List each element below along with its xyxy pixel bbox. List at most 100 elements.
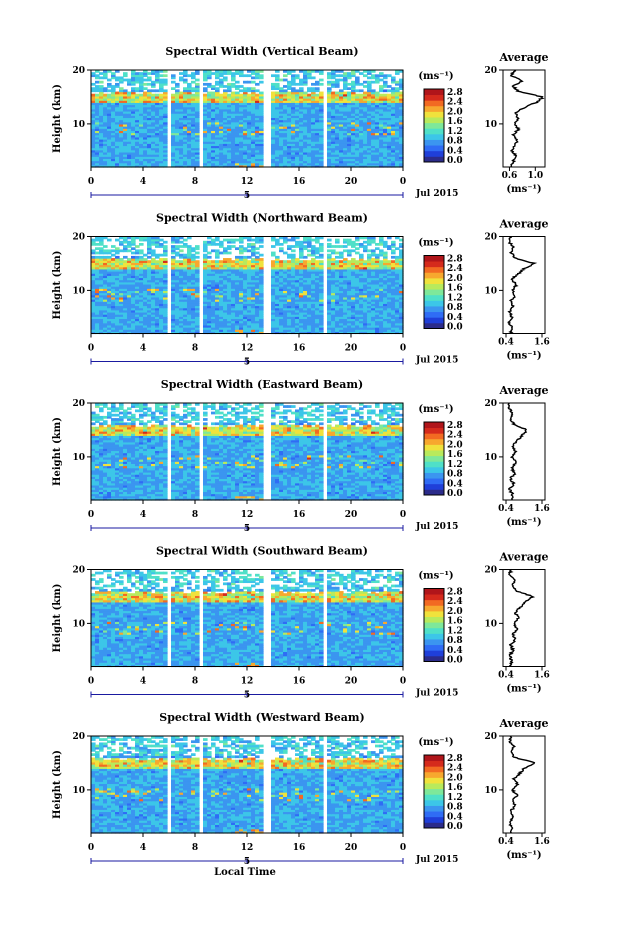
- heatmap-cell: [275, 128, 280, 131]
- heatmap-cell: [207, 138, 212, 142]
- heatmap-cell: [287, 149, 292, 153]
- heatmap-cell: [99, 138, 104, 142]
- heatmap-cell: [291, 162, 296, 166]
- colorbar-tick-label: 2.4: [447, 98, 463, 108]
- heatmap-cell: [159, 74, 164, 78]
- heatmap-cell: [331, 145, 336, 149]
- heatmap-cell: [347, 72, 352, 75]
- heatmap-cell: [227, 151, 232, 155]
- heatmap-cell: [183, 138, 188, 142]
- heatmap-cell: [275, 91, 280, 95]
- heatmap-cell: [331, 128, 336, 131]
- heatmap-cell: [99, 158, 104, 162]
- heatmap-cell: [375, 141, 380, 144]
- heatmap-cell: [239, 149, 244, 153]
- heatmap-cell: [351, 151, 356, 155]
- heatmap-cell: [203, 149, 208, 153]
- heatmap-cell: [351, 138, 356, 142]
- heatmap-cell: [147, 145, 152, 149]
- colorbar-swatch: [424, 94, 444, 101]
- heatmap-cell: [227, 156, 232, 159]
- heatmap-cell: [187, 141, 192, 144]
- heatmap-cell: [231, 143, 236, 147]
- heatmap-cell: [243, 145, 248, 149]
- heatmap-cell: [371, 151, 376, 155]
- heatmap-cell: [271, 160, 276, 164]
- heatmap-cell: [303, 130, 308, 134]
- heatmap-cell: [291, 164, 296, 168]
- heatmap-cell: [163, 128, 168, 131]
- heatmap-cell: [207, 156, 212, 159]
- heatmap-cell: [363, 160, 368, 164]
- heatmap-cell: [379, 93, 384, 97]
- heatmap-cell: [215, 149, 220, 153]
- heatmap-cell: [91, 147, 96, 151]
- heatmap-cell: [223, 138, 228, 142]
- heatmap-cell: [151, 160, 156, 164]
- heatmap-cell: [127, 149, 132, 153]
- heatmap-cell: [147, 134, 152, 138]
- heatmap-cell: [351, 130, 356, 134]
- heatmap-cell: [387, 130, 392, 134]
- heatmap-cell: [195, 147, 200, 151]
- heatmap-cell: [143, 141, 148, 144]
- heatmap-cell: [211, 134, 216, 138]
- heatmap-cell: [99, 85, 104, 88]
- heatmap-cell: [359, 149, 364, 153]
- heatmap-cell: [219, 164, 224, 168]
- heatmap-cell: [203, 134, 208, 138]
- heatmap-cell: [171, 128, 176, 131]
- heatmap-cell: [355, 147, 360, 151]
- heatmap-cell: [375, 138, 380, 142]
- heatmap-cell: [103, 154, 108, 157]
- heatmap-cell: [91, 132, 96, 136]
- heatmap-cell: [115, 164, 120, 168]
- heatmap-cell: [227, 134, 232, 138]
- heatmap-cell: [315, 128, 320, 131]
- heatmap-cell: [283, 151, 288, 155]
- heatmap-cell: [307, 138, 312, 142]
- heatmap-cell: [103, 158, 108, 162]
- heatmap-cell: [191, 160, 196, 164]
- heatmap-cell: [119, 141, 124, 144]
- heatmap-cell: [147, 158, 152, 162]
- heatmap-cell: [143, 78, 148, 82]
- heatmap-cell: [275, 145, 280, 149]
- heatmap-cell: [143, 143, 148, 147]
- heatmap-cell: [239, 154, 244, 157]
- heatmap-cell: [179, 151, 184, 155]
- heatmap-cell: [363, 145, 368, 149]
- heatmap-cell: [151, 164, 156, 168]
- heatmap-cell: [179, 160, 184, 164]
- heatmap-cell: [219, 78, 224, 82]
- heatmap-cell: [227, 160, 232, 164]
- heatmap-cell: [383, 154, 388, 157]
- heatmap-cell: [151, 147, 156, 151]
- heatmap-cell: [247, 80, 252, 84]
- heatmap-cell: [131, 158, 136, 162]
- heatmap-cell: [131, 145, 136, 149]
- heatmap-cell: [399, 130, 404, 134]
- heatmap-cell: [107, 93, 112, 97]
- heatmap-cell: [351, 154, 356, 157]
- heatmap-cell: [295, 89, 300, 93]
- heatmap-cell: [219, 93, 224, 97]
- heatmap-cell: [191, 162, 196, 166]
- heatmap-cell: [347, 87, 352, 90]
- heatmap-cell: [283, 145, 288, 149]
- heatmap-cell: [315, 151, 320, 155]
- heatmap-cell: [159, 164, 164, 168]
- heatmap-cell: [399, 156, 404, 159]
- heatmap-cell: [227, 132, 232, 136]
- heatmap-cell: [347, 132, 352, 136]
- heatmap-cell: [339, 164, 344, 168]
- heatmap-cell: [127, 154, 132, 157]
- average-frame: [502, 69, 546, 168]
- heatmap-cell: [251, 134, 256, 138]
- heatmap-cell: [203, 141, 208, 144]
- heatmap-cell: [395, 156, 400, 159]
- heatmap-cell: [307, 162, 312, 166]
- heatmap-cell: [287, 151, 292, 155]
- heatmap-cell: [399, 145, 404, 149]
- heatmap-cell: [367, 156, 372, 159]
